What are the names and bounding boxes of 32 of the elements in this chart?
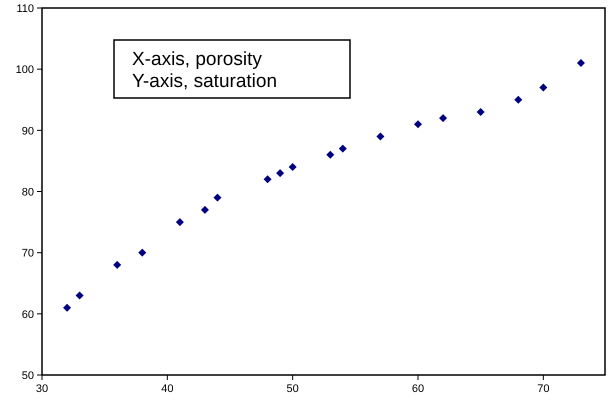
- point: [113, 260, 122, 269]
- x-tick-label: 70: [537, 383, 550, 395]
- x-tick-label: 60: [412, 383, 424, 395]
- y-tick-label: 80: [22, 186, 34, 198]
- y-tick-label: 100: [16, 64, 34, 76]
- y-tick-label: 90: [22, 125, 34, 138]
- point: [414, 120, 422, 128]
- annotation: X-axis, porosity Y-axis, saturation: [132, 49, 278, 92]
- x-tick-label: 30: [36, 383, 48, 395]
- point: [200, 206, 209, 214]
- point: [76, 291, 84, 300]
- point: [326, 150, 334, 159]
- point: [288, 163, 297, 172]
- point: [338, 144, 347, 153]
- point: [276, 169, 284, 178]
- point: [376, 132, 384, 140]
- y-tick-label: 70: [22, 248, 34, 260]
- y-tick-label: 60: [22, 308, 34, 321]
- point: [514, 96, 522, 104]
- point: [264, 175, 272, 184]
- point: [539, 84, 548, 92]
- y-tick-label: 50: [22, 370, 34, 382]
- point: [476, 108, 485, 116]
- point: [439, 114, 448, 122]
- point: [213, 194, 222, 202]
- x-tick-label: 40: [161, 383, 174, 395]
- point: [176, 218, 184, 226]
- x-tick-label: 50: [286, 383, 299, 395]
- point: [63, 304, 72, 312]
- point: [138, 248, 146, 257]
- point: [576, 59, 585, 68]
- y-tick-label: 110: [16, 3, 34, 15]
